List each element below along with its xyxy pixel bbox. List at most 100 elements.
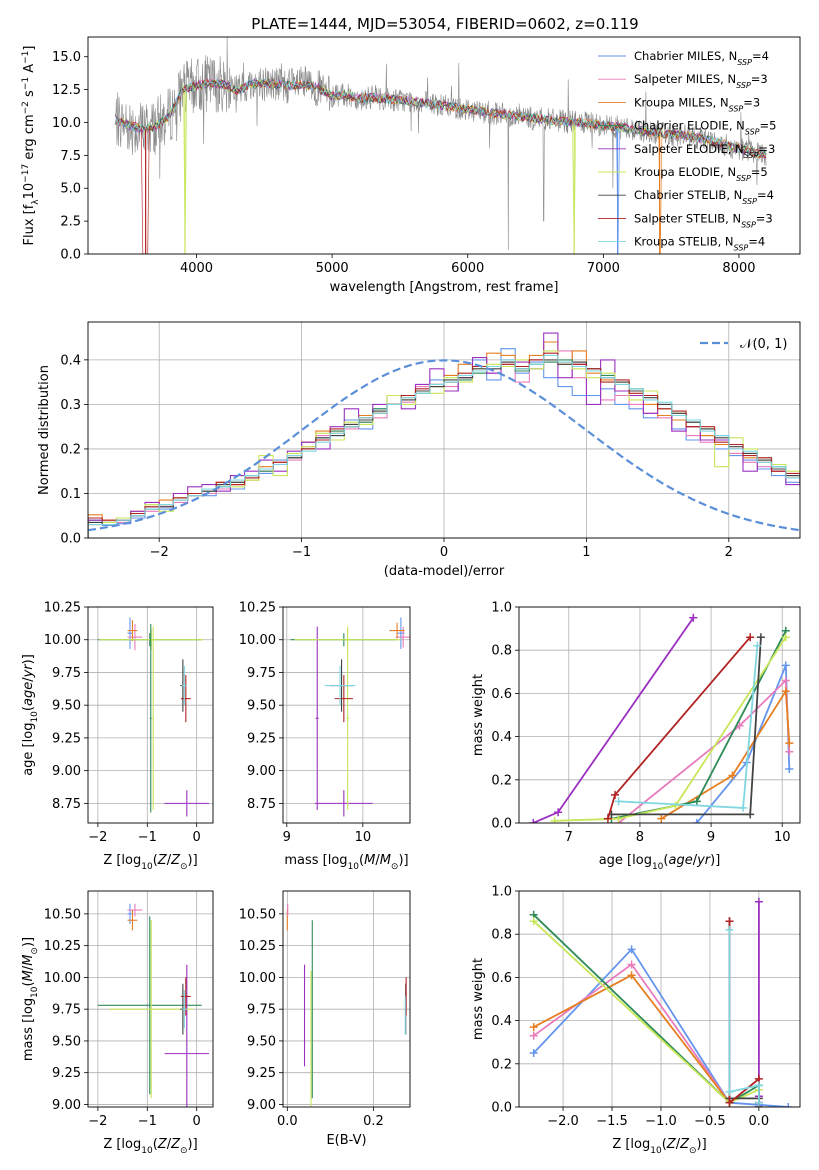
x-tick-label: 0 [440,545,448,560]
figure-title: PLATE=1444, MJD=53054, FIBERID=0602, z=0… [251,15,638,33]
weight-series [725,925,763,1107]
errorbar-point [109,920,194,1099]
axes-frame [87,606,214,824]
errorbar-point [164,964,210,1107]
weight-marker [554,808,563,817]
weight-marker [725,1087,734,1096]
weight-marker [627,971,636,980]
plot-area-mass_vs_Z [97,903,210,1107]
y-axis-label: age [log10(age/yr)] [21,654,40,776]
x-tick-label: 9 [283,830,291,845]
x-axis-label: Z [log10(Z/Z⊙)] [103,853,197,872]
label-part: )] [21,654,36,664]
weight-marker [746,810,755,819]
y-tick-label: 9.75 [247,1003,276,1018]
weight-marker [614,797,623,806]
axes-residuals: −2 −1 0 1 2 0.0 0.1 0.2 0.3 0.4 (data-model)/error… [37,321,801,579]
y-tick-label: 10.00 [44,971,81,986]
plot-area-age_vs_Z [97,617,210,817]
legend-part: SSP [736,174,751,183]
weight-marker [671,801,680,810]
label-part: )] [697,1137,707,1152]
label-part: / [676,1137,681,1152]
weight-marker [529,1023,538,1032]
label-part: ( [662,1137,667,1152]
weight-marker [692,797,701,806]
y-axis-label: mass weight [471,674,486,756]
label-part: Z [log [103,1137,141,1152]
label-part: erg cm [22,114,37,163]
histogram-series [88,354,800,538]
axes-frame [518,890,801,1108]
legend-part: SSP [737,58,752,67]
weight-marker [781,661,790,670]
weight-marker [725,925,734,934]
legend-part: =5 [751,165,768,179]
weight-marker [611,790,620,799]
x-tick-label: 1 [582,545,590,560]
y-tick-label: 9.25 [247,1066,276,1081]
errorbar-point [149,624,152,813]
label-part: ] [22,46,37,51]
y-tick-label: 0.0 [491,817,512,832]
label-part: Z [157,853,168,868]
y-tick-label: 10.25 [44,601,81,616]
y-tick-label: 0.0 [60,248,81,263]
x-tick-label: 8 [636,830,644,845]
label-part: )] [188,853,198,868]
x-tick-label: 10 [774,830,791,845]
weight-line [728,921,760,1105]
axes-mass_vs_Z: −2 −1 0 9.00 9.25 9.50 9.75 10.00 10.25 10.50 Z [l… [21,890,214,1156]
x-tick-label: 9 [707,830,715,845]
legend-part: =3 [751,72,768,86]
label-part: ( [663,853,668,868]
axes-frame [87,36,801,255]
label-part: ⊙ [30,947,40,955]
y-tick-label: 0.0 [491,1101,512,1116]
weight-series [607,633,765,819]
x-tick-label: 7000 [587,261,620,276]
weight-marker [627,945,636,954]
label-part: Z [666,1137,677,1152]
axes-spectrum: 4000 5000 6000 7000 8000 0.0 2.5 5.0 7.5 10.0 12.5… [21,36,801,295]
y-tick-label: 8.75 [247,797,276,812]
histogram-series [88,350,800,538]
label-part: Z [170,1137,181,1152]
legend-part: =3 [743,95,760,109]
y-tick-label: 0.6 [491,971,512,986]
y-tick-label: 10.50 [239,907,276,922]
weight-marker [614,814,623,823]
axes-frame [87,321,801,539]
weight-series [529,971,734,1107]
x-tick-label: −1 [292,545,311,560]
weight-line [728,929,760,1103]
y-tick-label: 12.5 [52,83,81,98]
errorbar-point [346,626,350,810]
y-tick-label: 10.0 [52,116,81,131]
x-axis-label: E(B-V) [326,1133,366,1148]
weight-marker [785,765,794,773]
weight-line [660,688,791,820]
y-tick-label: 0.3 [60,398,81,413]
y-tick-label: 1.0 [491,601,512,616]
y-tick-label: 2.5 [60,215,81,230]
legend-entry: 𝒩(0, 1) [740,337,787,352]
y-tick-label: 9.25 [52,731,81,746]
label-part: age [log [599,853,652,868]
x-tick-label: −1.5 [596,1114,628,1129]
label-part: / [21,677,36,682]
label-part: s [22,90,37,101]
legend-part: (0, 1) [752,337,787,352]
weight-series [725,917,763,1107]
y-tick-label: 9.50 [247,1034,276,1049]
y-tick-label: 0.8 [491,928,512,943]
legend-part: =3 [758,142,775,156]
weight-line [618,678,791,823]
x-axis-label: Z [log10(Z/Z⊙)] [612,1137,706,1156]
label-part: ( [153,853,158,868]
weight-series [657,687,794,823]
label-part: Z [log [612,1137,650,1152]
y-tick-label: 0.4 [60,353,81,368]
label-part: 10 [22,183,37,200]
x-tick-label: −1 [138,830,157,845]
